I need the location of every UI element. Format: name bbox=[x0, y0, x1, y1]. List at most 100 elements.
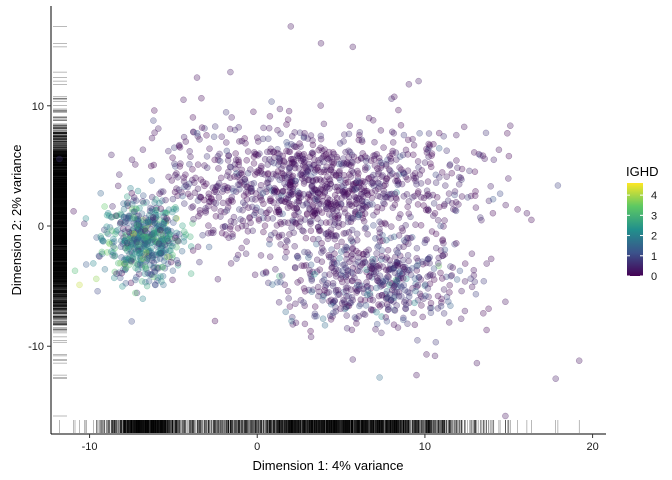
scatter-point bbox=[126, 236, 133, 243]
scatter-point bbox=[128, 190, 136, 197]
scatter-point bbox=[162, 246, 170, 254]
scatter-point bbox=[71, 267, 79, 275]
scatter-point bbox=[104, 210, 112, 217]
scatter-point bbox=[158, 231, 166, 238]
scatter-point bbox=[135, 215, 142, 223]
scatter-point bbox=[164, 217, 172, 224]
scatter-point bbox=[144, 238, 151, 245]
scatter-point bbox=[161, 236, 169, 243]
scatter-point bbox=[150, 229, 158, 237]
scatter-point bbox=[289, 159, 296, 167]
scatter-point bbox=[117, 237, 125, 244]
scatter-point bbox=[158, 249, 165, 256]
scatter-point bbox=[158, 197, 166, 204]
scatter-point bbox=[124, 225, 132, 232]
scatter-point bbox=[135, 222, 142, 230]
scatter-point bbox=[171, 234, 179, 242]
scatter-point bbox=[133, 238, 141, 246]
scatter-point bbox=[123, 193, 131, 200]
scatter-point bbox=[133, 239, 140, 246]
scatter-point bbox=[125, 212, 133, 220]
scatter-point bbox=[137, 223, 145, 231]
scatter-point bbox=[153, 228, 161, 235]
scatter-point bbox=[150, 216, 157, 224]
scatter-point bbox=[161, 215, 169, 223]
scatter-point bbox=[123, 200, 131, 207]
scatter-point bbox=[110, 243, 117, 250]
scatter-point bbox=[105, 239, 112, 246]
scatter-point bbox=[277, 241, 284, 248]
scatter-point bbox=[126, 250, 133, 258]
scatter-point bbox=[155, 239, 163, 246]
scatter-point bbox=[97, 190, 104, 197]
scatter-point bbox=[158, 234, 165, 241]
scatter-point bbox=[131, 245, 138, 252]
scatter-point bbox=[136, 222, 143, 230]
scatter-point bbox=[141, 228, 149, 236]
scatter-point bbox=[172, 204, 179, 211]
scatter-point bbox=[142, 258, 149, 265]
scatter-point bbox=[122, 265, 129, 273]
scatter-point bbox=[163, 233, 170, 240]
scatter-point bbox=[155, 250, 163, 257]
y-rug-marks bbox=[53, 26, 67, 417]
scatter-point bbox=[160, 213, 168, 221]
scatter-point bbox=[162, 217, 169, 225]
scatter-point bbox=[121, 261, 129, 268]
scatter-point bbox=[162, 227, 169, 234]
scatter-point bbox=[103, 223, 110, 230]
scatter-point bbox=[146, 219, 153, 227]
scatter-point bbox=[151, 268, 158, 275]
scatter-point bbox=[133, 238, 140, 245]
scatter-point bbox=[149, 257, 156, 264]
scatter-point bbox=[103, 211, 111, 219]
scatter-point bbox=[124, 199, 131, 207]
scatter-point bbox=[127, 238, 134, 245]
scatter-point bbox=[153, 238, 161, 246]
scatter-point bbox=[166, 233, 174, 241]
scatter-point bbox=[155, 226, 162, 233]
scatter-point bbox=[159, 232, 167, 239]
scatter-point bbox=[143, 235, 151, 242]
scatter-point bbox=[135, 270, 143, 278]
x-rug-marks bbox=[59, 420, 580, 433]
scatter-point bbox=[160, 219, 168, 226]
scatter-point bbox=[154, 277, 161, 284]
scatter-point bbox=[120, 266, 127, 273]
scatter-point bbox=[108, 214, 115, 221]
scatter-point bbox=[134, 266, 142, 273]
scatter-point bbox=[153, 239, 160, 246]
scatter-point bbox=[164, 260, 172, 267]
scatter-point bbox=[158, 278, 165, 285]
scatter-point bbox=[140, 240, 147, 247]
scatter-point bbox=[137, 233, 144, 240]
scatter-point bbox=[145, 252, 153, 259]
scatter-point bbox=[137, 256, 144, 263]
scatter-point bbox=[106, 240, 113, 248]
scatter-point bbox=[148, 233, 156, 241]
scatter-point bbox=[115, 259, 122, 267]
scatter-point bbox=[187, 233, 194, 240]
scatter-point bbox=[136, 243, 143, 251]
scatter-point bbox=[155, 265, 162, 272]
scatter-point bbox=[136, 238, 144, 245]
scatter-point bbox=[136, 231, 143, 239]
scatter-point bbox=[109, 249, 117, 256]
scatter-point bbox=[147, 261, 154, 269]
scatter-point bbox=[163, 235, 171, 243]
scatter-point bbox=[152, 207, 159, 214]
scatter-point bbox=[174, 262, 182, 269]
scatter-point bbox=[148, 208, 155, 216]
scatter-point bbox=[142, 278, 149, 286]
scatter-point bbox=[94, 287, 101, 295]
scatter-point bbox=[134, 216, 142, 223]
scatter-point bbox=[414, 158, 422, 165]
scatter-point bbox=[143, 233, 150, 241]
scatter-point bbox=[131, 259, 138, 266]
scatter-point bbox=[121, 219, 128, 227]
scatter-point bbox=[355, 179, 363, 187]
scatter-point bbox=[122, 255, 129, 262]
scatter-point bbox=[162, 232, 170, 239]
scatter-point bbox=[144, 233, 152, 241]
